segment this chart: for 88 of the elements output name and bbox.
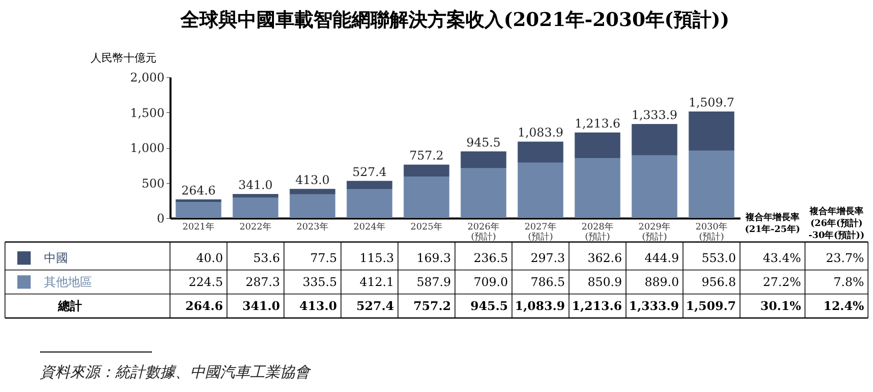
bar <box>346 180 392 189</box>
data-label: 786.5 <box>530 275 565 289</box>
text: 23.7% <box>826 251 864 265</box>
x-tick-label: 2021年 <box>182 222 214 232</box>
x-tick-label: 2027年 (預計) <box>524 222 556 242</box>
total-label: 1,333.9 <box>632 108 678 122</box>
text: 945.5 <box>470 299 508 313</box>
bar <box>574 132 620 158</box>
bar <box>176 202 222 218</box>
x-tick-label: 2025年 <box>410 222 442 232</box>
bar <box>574 158 620 218</box>
data-label: 587.9 <box>416 275 451 289</box>
data-label: 850.9 <box>588 275 622 289</box>
text: 1,213.6 <box>572 299 622 313</box>
data-label: 553.0 <box>702 251 736 265</box>
x-tick-label: 2024年 <box>354 222 386 232</box>
text: 27.2% <box>762 275 801 289</box>
total-label: 1,213.6 <box>574 116 620 130</box>
data-label: 362.6 <box>588 251 622 265</box>
text: 1,083.9 <box>514 299 565 313</box>
total-label: 527.4 <box>352 164 388 179</box>
total-label: 341.0 <box>238 178 273 192</box>
bar <box>632 155 678 218</box>
bar <box>518 162 564 218</box>
text: 1,509.7 <box>686 299 736 313</box>
x-tick-label: 2023年 <box>296 222 328 232</box>
data-label: 444.9 <box>644 251 679 265</box>
total-label: 1,509.7 <box>688 96 734 110</box>
bar <box>632 124 678 156</box>
data-label: 115.3 <box>360 251 394 265</box>
total-label: 945.5 <box>466 135 501 150</box>
y-axis-title: 人民幣十億元 <box>90 52 156 64</box>
bar <box>688 112 734 151</box>
text: 總計 <box>57 299 82 313</box>
legend-label: 其他地區 <box>44 275 92 289</box>
x-tick-label: 2026年 (預計) <box>468 222 500 242</box>
data-label: 169.3 <box>416 251 451 265</box>
bar <box>460 151 506 168</box>
text: 7.8% <box>834 275 864 289</box>
bar <box>404 164 450 177</box>
data-label: 53.6 <box>253 251 280 265</box>
data-label: 287.3 <box>246 275 280 289</box>
text: 43.4% <box>762 251 801 265</box>
total-label: 757.2 <box>409 148 444 163</box>
bar <box>518 142 564 163</box>
data-label: 956.8 <box>702 275 736 289</box>
bar <box>232 194 278 198</box>
data-label: 297.3 <box>530 251 565 265</box>
data-label: 236.5 <box>474 251 508 265</box>
x-tick-label: 2022年 <box>240 222 272 232</box>
x-tick-label: 2028年 (預計) <box>582 222 614 242</box>
bar <box>290 188 336 194</box>
data-label: 889.0 <box>644 275 679 289</box>
chart-title: 全球與中國車載智能網聯解決方案收入(2021年-2030年(預計)) <box>180 9 730 31</box>
bar <box>290 194 336 218</box>
text: 757.2 <box>413 299 451 313</box>
y-tick-label: 1,000 <box>130 141 164 155</box>
text: 複合年增長率 (21年-25年) <box>744 212 800 235</box>
data-label: 335.5 <box>302 275 337 289</box>
legend-label: 中國 <box>44 251 68 265</box>
x-tick-label: 2029年 (預計) <box>638 222 670 242</box>
bar <box>346 188 392 218</box>
text: 413.0 <box>299 299 337 313</box>
bar <box>460 168 506 218</box>
source-note: 資料來源：統計數據、中國汽車工業協會 <box>40 363 312 381</box>
total-label: 413.0 <box>295 172 330 187</box>
data-label: 224.5 <box>188 275 223 289</box>
y-tick-label: 2,000 <box>130 70 164 84</box>
text: 複合年增長率 (26年(預計) -30年(預計)) <box>808 206 865 241</box>
bar <box>404 176 450 218</box>
text: 1,333.9 <box>628 299 679 313</box>
y-tick-label: 0 <box>156 212 164 226</box>
data-label: 709.0 <box>474 275 508 289</box>
y-tick-label: 1,500 <box>130 106 164 120</box>
text: 341.0 <box>242 299 280 313</box>
total-label: 1,083.9 <box>518 126 564 140</box>
data-label: 77.5 <box>310 251 337 265</box>
text: 264.6 <box>185 299 223 313</box>
total-label: 264.6 <box>181 183 216 198</box>
data-label: 40.0 <box>196 251 223 265</box>
y-tick-label: 500 <box>142 176 164 190</box>
x-tick-label: 2030年 (預計) <box>696 222 728 242</box>
text: 527.4 <box>356 299 394 313</box>
bar <box>232 198 278 218</box>
bar <box>688 150 734 218</box>
data-label: 412.1 <box>360 275 394 289</box>
text: 30.1% <box>760 299 802 313</box>
text: 12.4% <box>823 299 865 313</box>
